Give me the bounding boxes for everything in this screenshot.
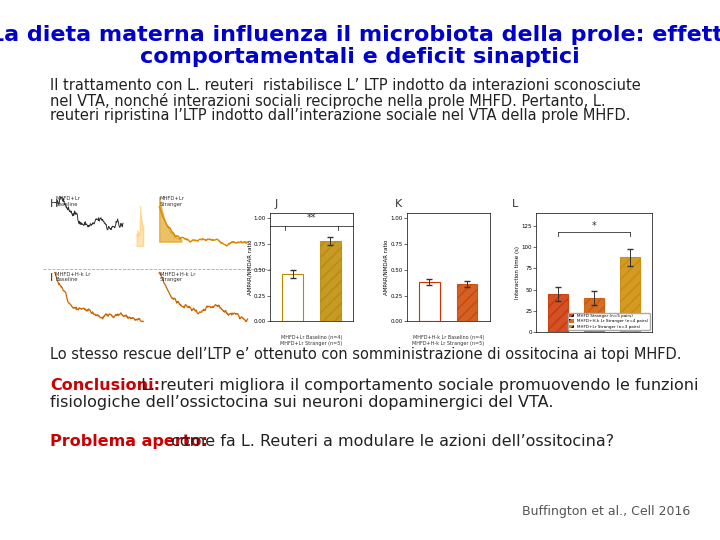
Bar (320, 241, 341, 321)
Y-axis label: AMPAR/NMDAR ratio: AMPAR/NMDAR ratio (247, 240, 252, 295)
Text: MHFD+Lr Baselino (n=4)
MHFD+Lr Stranger (n=5): MHFD+Lr Baselino (n=4) MHFD+Lr Stranger … (280, 335, 343, 346)
Bar (456, 284, 477, 321)
Text: MHFD+H-k Lr Baselino (n=4)
MHFD+H-k Lr Stranger (n=5): MHFD+H-k Lr Baselino (n=4) MHFD+H-k Lr S… (412, 335, 485, 346)
Bar (620, 258, 640, 332)
Text: MHFD+H-k Lr
Stranger: MHFD+H-k Lr Stranger (160, 272, 195, 282)
Bar (548, 294, 568, 332)
Bar (282, 274, 303, 321)
Bar (584, 298, 604, 332)
Bar (419, 282, 440, 321)
Text: La dieta materna influenza il microbiota della prole: effetti: La dieta materna influenza il microbiota… (0, 25, 720, 45)
Text: K: K (395, 199, 402, 209)
Text: reuteri ripristina l’LTP indotto dall’interazione sociale nel VTA della prole MH: reuteri ripristina l’LTP indotto dall’in… (50, 108, 631, 123)
Text: comportamentali e deficit sinaptici: comportamentali e deficit sinaptici (140, 47, 580, 67)
Text: Problema aperto:: Problema aperto: (50, 434, 208, 449)
Text: **: ** (307, 213, 316, 223)
Y-axis label: Interaction time (s): Interaction time (s) (516, 246, 521, 299)
Text: H: H (50, 199, 58, 209)
Text: L. reuteri migliora il comportamento sociale promuovendo le funzioni: L. reuteri migliora il comportamento soc… (136, 378, 698, 393)
Text: nel VTA, nonché interazioni sociali reciproche nella prole MHFD. Pertanto, L.: nel VTA, nonché interazioni sociali reci… (50, 93, 606, 109)
Text: fisiologiche dell’ossictocina sui neuroni dopaminergici del VTA.: fisiologiche dell’ossictocina sui neuron… (50, 395, 554, 410)
Text: come fa L. Reuteri a modulare le azioni dell’ossitocina?: come fa L. Reuteri a modulare le azioni … (166, 434, 614, 449)
Text: MHFD+H-k Lr
Baseline: MHFD+H-k Lr Baseline (55, 272, 91, 282)
Text: *: * (592, 221, 596, 232)
Text: Lo stesso rescue dell’LTP e’ ottenuto con somministrazione di ossitocina ai topi: Lo stesso rescue dell’LTP e’ ottenuto co… (50, 347, 682, 362)
Y-axis label: AMPAR/NMDAR ratio: AMPAR/NMDAR ratio (384, 240, 389, 295)
Text: Il trattamento con L. reuteri  ristabilisce L’ LTP indotto da interazioni sconos: Il trattamento con L. reuteri ristabilis… (50, 78, 641, 93)
Legend: MHFD Stranger (n=5 pairs), MHFD+H-k Lr Stranger (n=4 pairs), MHFD+Lr Stranger (n: MHFD Stranger (n=5 pairs), MHFD+H-k Lr S… (568, 313, 649, 330)
Text: Conclusioni:: Conclusioni: (50, 378, 160, 393)
Text: L: L (512, 199, 518, 209)
Text: J: J (274, 199, 278, 209)
Text: MHFD+Lr
Baseline: MHFD+Lr Baseline (55, 196, 80, 207)
Text: MHFD+Lr
Stranger: MHFD+Lr Stranger (160, 196, 184, 207)
Text: I: I (50, 273, 53, 283)
Text: Buffington et al., Cell 2016: Buffington et al., Cell 2016 (522, 505, 690, 518)
